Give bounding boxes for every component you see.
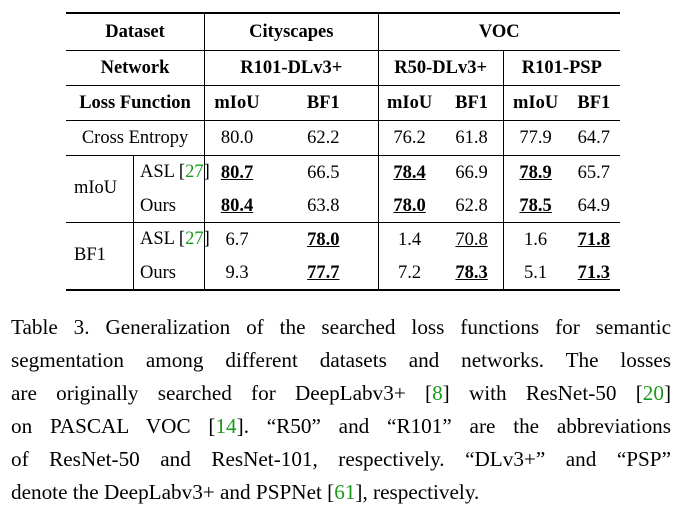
row-label: ASL [27] — [140, 162, 210, 182]
col-bf1: BF1 — [567, 85, 620, 121]
table-cell: 78.3 — [440, 257, 504, 291]
table-row: BF1 ASL [27] Ours 6.7 78.0 1.4 70.8 1.6 … — [66, 222, 620, 291]
table-cell: 78.9 — [519, 162, 552, 183]
net-r50-dlv3: R50-DLv3+ — [378, 50, 504, 86]
group-divider — [133, 156, 134, 222]
table-cell: 80.7 — [220, 162, 254, 183]
table-cell: 78.0 — [378, 190, 441, 223]
col-miou: mIoU — [204, 85, 269, 121]
citation-link[interactable]: 61 — [334, 480, 356, 504]
caption-line: Table 3. Generalization of the searched … — [11, 315, 671, 339]
table-cell: 77.9 — [503, 120, 568, 156]
table-cell: 7.2 — [378, 257, 441, 291]
table-cell: 62.8 — [440, 190, 504, 223]
row-label: Ours — [140, 196, 176, 216]
table-cell: 65.7 — [577, 162, 610, 183]
caption-line: of ResNet-50 and ResNet-101, respectivel… — [11, 447, 671, 471]
col-miou: mIoU — [503, 85, 568, 121]
table-cell: 5.1 — [503, 257, 568, 291]
group-divider — [133, 223, 134, 289]
net-r101-dlv3: R101-DLv3+ — [204, 50, 379, 86]
table-caption: Table 3. Generalization of the searched … — [11, 311, 671, 509]
table-cell: 76.2 — [378, 120, 441, 156]
table-cell: 64.9 — [567, 190, 620, 223]
table-cell: 62.2 — [269, 120, 379, 156]
caption-line: are originally searched for DeepLabv3+ [… — [11, 381, 671, 405]
col-miou: mIoU — [378, 85, 441, 121]
group-label-miou: mIoU — [74, 178, 118, 198]
table-row: 80.4 63.8 78.0 62.8 78.5 64.9 — [66, 190, 620, 223]
net-r101-psp: R101-PSP — [503, 50, 620, 86]
results-table: Dataset Cityscapes VOC Network R101-DLv3… — [66, 12, 620, 291]
table-cell: 78.5 — [503, 190, 568, 223]
caption-line: segmentation among different datasets an… — [11, 348, 671, 372]
row-label: Ours — [140, 263, 176, 283]
table-cell: 80.0 — [204, 120, 269, 156]
table-cell: 63.8 — [269, 190, 379, 223]
group-miou-cell: mIoU ASL [27] Ours — [66, 155, 210, 223]
table-row: Cross Entropy 80.0 62.2 76.2 61.8 77.9 6… — [66, 120, 620, 156]
row-label: Cross Entropy — [66, 120, 205, 156]
table-cell: 64.7 — [567, 120, 620, 156]
table-cell: 71.3 — [567, 257, 620, 291]
network-header: Network — [66, 50, 205, 86]
table-cell: 9.3 — [204, 257, 269, 291]
citation-link[interactable]: 20 — [642, 381, 664, 405]
table-cell: 80.4 — [204, 190, 269, 223]
caption-line: denote the DeepLabv3+ and PSPNet [61], r… — [11, 480, 480, 504]
table-cell: 66.9 — [440, 155, 504, 190]
row-label: ASL [27] — [140, 229, 210, 249]
table-cell: 77.7 — [269, 257, 379, 291]
citation-link[interactable]: 27 — [185, 229, 204, 249]
group-label-bf1: BF1 — [74, 245, 106, 265]
caption-line: on PASCAL VOC [14]. “R50” and “R101” are… — [11, 414, 671, 438]
citation-link[interactable]: 27 — [185, 162, 204, 182]
table-cell: 78.4 — [393, 162, 426, 183]
cityscapes-header: Cityscapes — [204, 12, 379, 51]
loss-function-header: Loss Function — [66, 85, 205, 121]
table-cell: 71.8 — [577, 229, 610, 250]
table-cell: 1.4 — [398, 229, 422, 250]
table-cell: 61.8 — [440, 120, 504, 156]
dataset-header: Dataset — [66, 12, 205, 51]
table-cell: 70.8 — [440, 222, 504, 257]
table-cell: 6.7 — [225, 229, 249, 250]
col-bf1: BF1 — [440, 85, 504, 121]
col-bf1: BF1 — [269, 85, 379, 121]
citation-link[interactable]: 8 — [432, 381, 443, 405]
table-cell: 66.5 — [269, 155, 379, 190]
table-cell: 78.0 — [269, 222, 379, 257]
table-row: mIoU ASL [27] Ours 80.7 66.5 78.4 66.9 7… — [66, 155, 620, 223]
table-row: 9.3 77.7 7.2 78.3 5.1 71.3 — [66, 257, 620, 291]
citation-link[interactable]: 14 — [215, 414, 237, 438]
voc-header: VOC — [378, 12, 620, 51]
group-bf1-cell: BF1 ASL [27] Ours — [66, 222, 210, 291]
table-cell: 1.6 — [524, 229, 548, 250]
